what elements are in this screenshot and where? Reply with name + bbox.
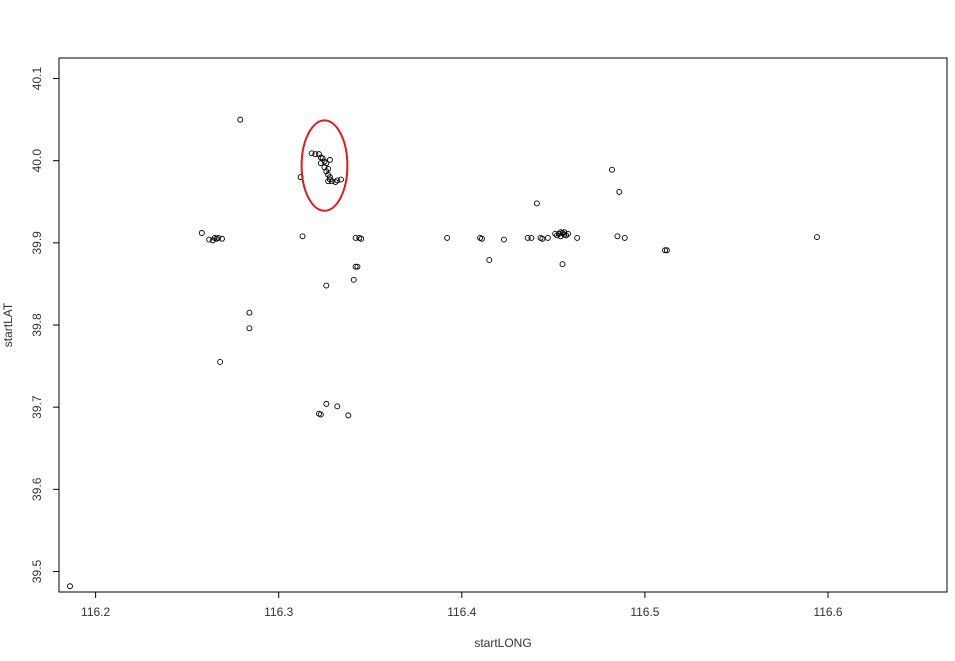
data-point	[316, 151, 322, 158]
x-tick-label: 116.2	[81, 605, 110, 619]
x-tick-label: 116.6	[813, 605, 842, 619]
data-point	[237, 116, 244, 123]
data-point	[552, 230, 559, 237]
data-point	[561, 229, 568, 236]
data-point	[662, 247, 668, 254]
y-tick-label: 39.9	[30, 231, 44, 255]
data-point	[338, 176, 344, 183]
data-point	[327, 156, 333, 163]
data-point	[321, 158, 328, 165]
data-point	[345, 412, 352, 419]
data-point	[217, 359, 224, 365]
data-point	[299, 233, 306, 240]
y-axis: 39.5 39.6 39.7 39.8 39.9 40.0 40.1	[30, 67, 59, 583]
data-point	[246, 325, 253, 332]
data-point	[444, 234, 451, 241]
data-point	[478, 235, 485, 242]
data-point	[486, 257, 493, 264]
data-point	[557, 233, 564, 240]
data-point	[608, 166, 615, 173]
data-point	[663, 247, 670, 254]
data-point	[354, 263, 361, 270]
highlight-circle	[300, 119, 349, 212]
data-point	[616, 188, 623, 195]
data-point	[219, 235, 225, 242]
data-point	[317, 160, 324, 167]
data-point	[559, 261, 566, 268]
data-point	[528, 234, 535, 241]
data-point	[352, 234, 359, 241]
data-point	[246, 309, 253, 316]
x-tick-label: 116.4	[447, 605, 476, 619]
data-points	[67, 116, 820, 590]
x-axis: 116.2 116.3 116.4 116.5 116.6	[81, 592, 843, 619]
data-point	[319, 155, 326, 162]
data-point	[332, 179, 339, 186]
data-point	[563, 232, 570, 239]
x-axis-title: startLONG	[474, 636, 531, 650]
data-point	[554, 232, 560, 239]
data-point	[539, 235, 546, 242]
plot-frame	[58, 57, 948, 593]
data-point	[317, 411, 324, 418]
data-point	[524, 234, 531, 241]
data-point	[323, 168, 330, 175]
data-point	[557, 229, 564, 236]
data-point	[350, 276, 357, 283]
y-tick-label: 40.1	[30, 67, 44, 91]
data-point	[352, 263, 359, 270]
data-point	[358, 235, 365, 242]
data-point	[334, 177, 341, 184]
y-tick-label: 40.0	[30, 149, 44, 173]
data-point	[308, 150, 315, 157]
data-point	[67, 583, 73, 590]
data-point	[323, 282, 330, 289]
data-point	[544, 234, 551, 241]
x-tick-label: 116.5	[630, 605, 659, 619]
data-point	[565, 230, 571, 237]
highlight-layer	[300, 119, 349, 212]
y-tick-label: 39.8	[30, 313, 44, 337]
data-point	[533, 200, 540, 207]
data-point	[500, 236, 507, 243]
data-point	[814, 234, 820, 241]
data-point	[327, 176, 333, 183]
data-point	[215, 234, 222, 241]
x-tick-label: 116.3	[264, 605, 293, 619]
y-axis-title: startLAT	[1, 302, 15, 347]
data-point	[328, 178, 335, 185]
data-point	[312, 151, 319, 158]
data-point	[621, 234, 628, 241]
y-tick-label: 39.5	[30, 559, 44, 583]
data-point	[323, 400, 330, 407]
y-tick-label: 39.6	[30, 477, 44, 501]
data-point	[206, 236, 213, 243]
data-point	[198, 230, 205, 236]
data-point	[325, 178, 332, 185]
y-tick-label: 39.7	[30, 395, 44, 419]
data-point	[574, 234, 581, 241]
data-point	[614, 233, 621, 240]
data-point	[334, 403, 341, 410]
